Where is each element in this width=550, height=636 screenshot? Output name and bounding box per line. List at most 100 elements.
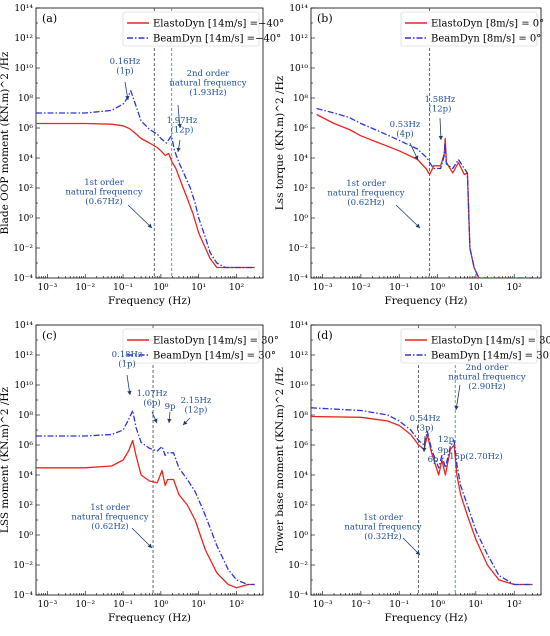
annotation-arrowhead bbox=[414, 155, 419, 160]
series-line bbox=[316, 107, 533, 278]
x-tick-label: 10⁻³ bbox=[37, 600, 57, 610]
series-line bbox=[36, 122, 255, 269]
y-tick-label: 10¹² bbox=[289, 351, 308, 361]
series-line bbox=[36, 439, 255, 589]
x-tick-label: 10⁰ bbox=[430, 600, 445, 610]
y-tick-label: 10⁰ bbox=[293, 531, 308, 541]
x-tick-label: 10¹ bbox=[191, 600, 206, 610]
annotation-label: 1.58Hz (12p) bbox=[425, 95, 456, 115]
annotation-label: 1.07Hz (6p) bbox=[137, 389, 168, 409]
x-tick-label: 10⁻² bbox=[351, 283, 371, 293]
annotation-arrowhead bbox=[127, 390, 132, 395]
annotation-arrowhead bbox=[153, 418, 158, 423]
x-tick-label: 10⁻¹ bbox=[113, 283, 133, 293]
annotation-arrowhead bbox=[176, 147, 181, 152]
plot-frame bbox=[310, 7, 542, 279]
annotation-arrowhead bbox=[167, 418, 172, 423]
legend-box bbox=[122, 328, 260, 364]
y-tick-label: 10⁴ bbox=[18, 154, 33, 164]
y-tick-label: 10² bbox=[18, 501, 33, 511]
annotation-arrowhead bbox=[422, 447, 427, 452]
y-tick-label: 10⁴ bbox=[18, 471, 33, 481]
x-tick-label: 10² bbox=[507, 283, 522, 293]
annotation-arrow bbox=[131, 527, 153, 549]
x-tick-label: 10² bbox=[507, 600, 522, 610]
x-tick-label: 10⁻¹ bbox=[389, 600, 409, 610]
y-tick-label: 10⁻² bbox=[288, 561, 308, 571]
x-tick-label: 10² bbox=[229, 283, 244, 293]
annotation-label: 0.18Hz (1p) bbox=[112, 350, 143, 370]
y-tick-label: 10⁰ bbox=[18, 531, 33, 541]
series-line bbox=[316, 113, 533, 278]
y-tick-label: 10⁻⁴ bbox=[13, 591, 33, 601]
chart-panel: 10⁻³ 10⁻² 10⁻¹ 10⁰ 10¹ 10² 10⁻⁴ 10⁻² 10⁰ 10² 10⁴ 10… bbox=[274, 321, 550, 624]
annotation-label: 9p bbox=[165, 402, 176, 412]
annotation-label: 1st order natural frequency (0.62Hz) bbox=[71, 503, 148, 532]
y-tick-label: 10⁴ bbox=[293, 471, 308, 481]
x-tick-label: 10⁻¹ bbox=[389, 283, 409, 293]
y-tick-label: 10⁸ bbox=[293, 411, 308, 421]
annotation-label: 1st order natural frequency (0.67Hz) bbox=[65, 178, 142, 207]
annotation-label: 9p bbox=[438, 446, 449, 456]
annotation-arrowhead bbox=[454, 405, 459, 410]
annotation-label: 2nd order natural frequency (1.93Hz) bbox=[169, 69, 246, 98]
y-tick-label: 10¹⁴ bbox=[289, 4, 308, 14]
y-tick-label: 10⁰ bbox=[18, 214, 33, 224]
legend-box bbox=[122, 11, 260, 47]
annotation-label: 12p bbox=[438, 435, 455, 445]
x-tick-label: 10⁰ bbox=[153, 283, 168, 293]
series-line bbox=[36, 409, 255, 586]
y-tick-label: 10⁶ bbox=[293, 441, 308, 451]
chart-panel: 10⁻³ 10⁻² 10⁻¹ 10⁰ 10¹ 10² 10⁻⁴ 10⁻² 10⁰ 10² 10⁴ 10… bbox=[0, 321, 279, 624]
y-tick-label: 10⁻² bbox=[13, 244, 33, 254]
x-axis-label: Frequency (Hz) bbox=[108, 612, 191, 624]
annotation-label: 6p bbox=[428, 455, 439, 465]
annotation-label: 1st order natural frequency (0.62Hz) bbox=[327, 179, 404, 208]
y-tick-label: 10⁸ bbox=[293, 94, 308, 104]
annotation-arrowhead bbox=[415, 223, 420, 228]
y-tick-label: 10⁰ bbox=[293, 214, 308, 224]
y-tick-label: 10⁶ bbox=[18, 441, 33, 451]
annotation-arrowhead bbox=[438, 135, 443, 140]
annotation-label: 2.15Hz (12p) bbox=[181, 396, 212, 416]
annotation-label: 1st order natural frequency (0.32Hz) bbox=[344, 513, 421, 542]
x-tick-label: 10¹ bbox=[468, 600, 483, 610]
y-tick-label: 10⁻⁴ bbox=[13, 274, 33, 284]
panel-label: (b) bbox=[317, 12, 333, 25]
annotation-label: 15p(2.70Hz) bbox=[449, 451, 503, 462]
legend-label: BeamDyn [14m/s] =−40° bbox=[153, 34, 281, 45]
legend-label: BeamDyn [14m/s] = 30° bbox=[431, 351, 550, 362]
annotation-label: 0.16Hz (1p) bbox=[110, 57, 141, 77]
y-tick-label: 10⁶ bbox=[293, 124, 308, 134]
x-tick-label: 10⁻² bbox=[75, 600, 95, 610]
y-tick-label: 10² bbox=[18, 184, 33, 194]
y-tick-label: 10¹⁴ bbox=[14, 321, 33, 331]
y-tick-label: 10² bbox=[293, 501, 308, 511]
y-tick-label: 10⁻⁴ bbox=[288, 591, 308, 601]
legend-label: ElastoDyn [8m/s] = 0° bbox=[431, 19, 544, 30]
y-axis-label: Tower base moment (KN.m)^2 /Hz bbox=[274, 367, 286, 553]
x-tick-label: 10⁻¹ bbox=[113, 600, 133, 610]
legend-box bbox=[400, 11, 538, 47]
annotation-arrowhead bbox=[415, 550, 420, 555]
y-tick-label: 10⁸ bbox=[18, 411, 33, 421]
y-tick-label: 10⁻² bbox=[13, 561, 33, 571]
y-tick-label: 10¹⁴ bbox=[14, 4, 33, 14]
legend-label: ElastoDyn [14m/s] = 30° bbox=[153, 336, 279, 347]
x-tick-label: 10¹ bbox=[468, 283, 483, 293]
y-tick-label: 10⁻² bbox=[288, 244, 308, 254]
y-tick-label: 10¹⁰ bbox=[14, 64, 33, 74]
y-tick-label: 10⁶ bbox=[18, 124, 33, 134]
x-axis-label: Frequency (Hz) bbox=[384, 612, 467, 624]
series-line bbox=[311, 407, 533, 586]
annotation-arrow bbox=[127, 204, 153, 229]
y-tick-label: 10¹⁴ bbox=[289, 321, 308, 331]
x-tick-label: 10⁰ bbox=[430, 283, 445, 293]
annotation-label: 0.53Hz (4p) bbox=[390, 120, 421, 140]
chart-panel: 10⁻³ 10⁻² 10⁻¹ 10⁰ 10¹ 10² 10⁻⁴ 10⁻² 10⁰ 10² 10⁴ 10… bbox=[0, 4, 284, 307]
annotation-label: 0.54Hz (3p) bbox=[410, 414, 441, 434]
x-tick-label: 10² bbox=[229, 600, 244, 610]
annotation-arrow bbox=[395, 204, 421, 229]
panel-label: (c) bbox=[42, 329, 57, 342]
y-tick-label: 10¹² bbox=[14, 351, 33, 361]
